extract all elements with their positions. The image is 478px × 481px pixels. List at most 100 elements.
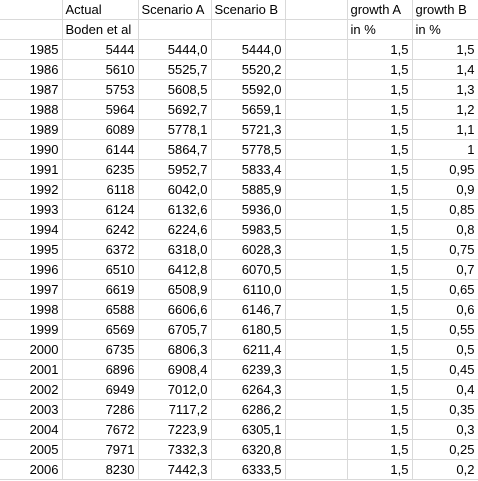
cell-year[interactable]: 2006 [0,459,63,480]
cell-growth-b[interactable]: in % [412,19,478,40]
cell-scenario-b[interactable]: 6180,5 [211,319,286,340]
cell-growth-a[interactable]: 1,5 [347,99,413,120]
cell-scenario-b[interactable]: 5983,5 [211,219,286,240]
cell-scenario-b[interactable]: 6333,5 [211,459,286,480]
cell-actual[interactable]: 6089 [62,119,139,140]
cell-empty[interactable] [285,199,348,220]
cell-growth-a[interactable]: in % [347,19,413,40]
cell-growth-a[interactable]: 1,5 [347,339,413,360]
cell-year[interactable]: 1986 [0,59,63,80]
cell-scenario-a[interactable]: 5778,1 [138,119,212,140]
cell-actual[interactable]: 6510 [62,259,139,280]
cell-scenario-b[interactable]: 5659,1 [211,99,286,120]
cell-empty[interactable] [285,0,348,20]
cell-empty[interactable] [285,159,348,180]
cell-actual[interactable]: 6118 [62,179,139,200]
cell-year[interactable]: 1994 [0,219,63,240]
cell-actual[interactable]: 6619 [62,279,139,300]
cell-actual[interactable]: 6124 [62,199,139,220]
cell-scenario-a[interactable]: 6908,4 [138,359,212,380]
cell-empty[interactable] [285,119,348,140]
cell-scenario-a[interactable]: 6412,8 [138,259,212,280]
cell-growth-a[interactable]: 1,5 [347,139,413,160]
cell-scenario-b[interactable]: 5721,3 [211,119,286,140]
cell-scenario-b[interactable]: 6239,3 [211,359,286,380]
cell-year[interactable]: 1991 [0,159,63,180]
cell-growth-b[interactable]: 0,6 [412,299,478,320]
cell-growth-b[interactable]: 0,9 [412,179,478,200]
cell-scenario-b[interactable]: 6320,8 [211,439,286,460]
cell-growth-b[interactable]: 0,65 [412,279,478,300]
cell-actual[interactable]: 6242 [62,219,139,240]
cell-scenario-a[interactable]: 7442,3 [138,459,212,480]
cell-scenario-a[interactable]: 5444,0 [138,39,212,60]
cell-scenario-a[interactable]: 5692,7 [138,99,212,120]
cell-year[interactable]: 1999 [0,319,63,340]
cell-growth-a[interactable]: 1,5 [347,119,413,140]
cell-empty[interactable] [285,59,348,80]
cell-growth-a[interactable]: 1,5 [347,459,413,480]
cell-actual[interactable]: 6588 [62,299,139,320]
cell-growth-a[interactable]: 1,5 [347,419,413,440]
cell-scenario-a[interactable]: Scenario A [138,0,212,20]
cell-year[interactable]: 2001 [0,359,63,380]
cell-scenario-a[interactable]: 7012,0 [138,379,212,400]
cell-year[interactable]: 1985 [0,39,63,60]
cell-empty[interactable] [285,179,348,200]
cell-empty[interactable] [285,379,348,400]
cell-actual[interactable]: 7672 [62,419,139,440]
cell-actual[interactable]: 7971 [62,439,139,460]
cell-actual[interactable]: 5964 [62,99,139,120]
cell-scenario-b[interactable]: 6070,5 [211,259,286,280]
cell-actual[interactable]: 6949 [62,379,139,400]
cell-growth-a[interactable]: 1,5 [347,279,413,300]
cell-growth-a[interactable]: 1,5 [347,259,413,280]
cell-growth-a[interactable]: 1,5 [347,439,413,460]
cell-year[interactable] [0,19,63,40]
cell-scenario-b[interactable]: 6286,2 [211,399,286,420]
cell-scenario-b[interactable]: 6264,3 [211,379,286,400]
cell-empty[interactable] [285,39,348,60]
cell-growth-b[interactable]: 1,1 [412,119,478,140]
cell-actual[interactable]: 6235 [62,159,139,180]
cell-scenario-b[interactable] [211,19,286,40]
cell-year[interactable]: 2003 [0,399,63,420]
cell-actual[interactable]: Boden et al [62,19,139,40]
cell-empty[interactable] [285,239,348,260]
cell-scenario-b[interactable]: Scenario B [211,0,286,20]
cell-year[interactable]: 1989 [0,119,63,140]
cell-scenario-b[interactable]: 6305,1 [211,419,286,440]
cell-growth-b[interactable]: 1,3 [412,79,478,100]
cell-scenario-b[interactable]: 5444,0 [211,39,286,60]
cell-growth-b[interactable]: 0,8 [412,219,478,240]
cell-growth-a[interactable]: 1,5 [347,179,413,200]
cell-growth-b[interactable]: 0,35 [412,399,478,420]
cell-growth-b[interactable]: 0,85 [412,199,478,220]
cell-scenario-a[interactable]: 5952,7 [138,159,212,180]
cell-year[interactable]: 1997 [0,279,63,300]
cell-scenario-a[interactable]: 5525,7 [138,59,212,80]
cell-growth-a[interactable]: growth A [347,0,413,20]
cell-growth-a[interactable]: 1,5 [347,239,413,260]
cell-growth-b[interactable]: 1,5 [412,39,478,60]
cell-growth-a[interactable]: 1,5 [347,399,413,420]
cell-scenario-a[interactable]: 6224,6 [138,219,212,240]
cell-empty[interactable] [285,279,348,300]
cell-growth-b[interactable]: 0,75 [412,239,478,260]
cell-growth-b[interactable]: 1,4 [412,59,478,80]
cell-growth-a[interactable]: 1,5 [347,319,413,340]
cell-scenario-a[interactable]: 6132,6 [138,199,212,220]
cell-actual[interactable]: 6569 [62,319,139,340]
cell-scenario-a[interactable]: 7117,2 [138,399,212,420]
cell-year[interactable]: 1992 [0,179,63,200]
cell-growth-a[interactable]: 1,5 [347,199,413,220]
cell-year[interactable]: 1998 [0,299,63,320]
cell-year[interactable]: 1988 [0,99,63,120]
cell-growth-b[interactable]: 1 [412,139,478,160]
cell-empty[interactable] [285,99,348,120]
cell-growth-a[interactable]: 1,5 [347,79,413,100]
cell-growth-a[interactable]: 1,5 [347,39,413,60]
cell-scenario-b[interactable]: 5833,4 [211,159,286,180]
cell-growth-b[interactable]: 0,55 [412,319,478,340]
cell-growth-b[interactable]: growth B [412,0,478,20]
